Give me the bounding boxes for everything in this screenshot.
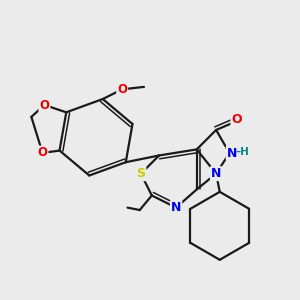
- Text: S: S: [136, 167, 146, 180]
- Text: –H: –H: [236, 147, 250, 157]
- Text: N: N: [227, 146, 237, 160]
- Text: O: O: [39, 98, 50, 112]
- Text: O: O: [117, 83, 127, 96]
- Text: N: N: [171, 201, 181, 214]
- Text: N: N: [211, 167, 221, 180]
- Text: O: O: [38, 146, 48, 160]
- Text: O: O: [231, 112, 242, 126]
